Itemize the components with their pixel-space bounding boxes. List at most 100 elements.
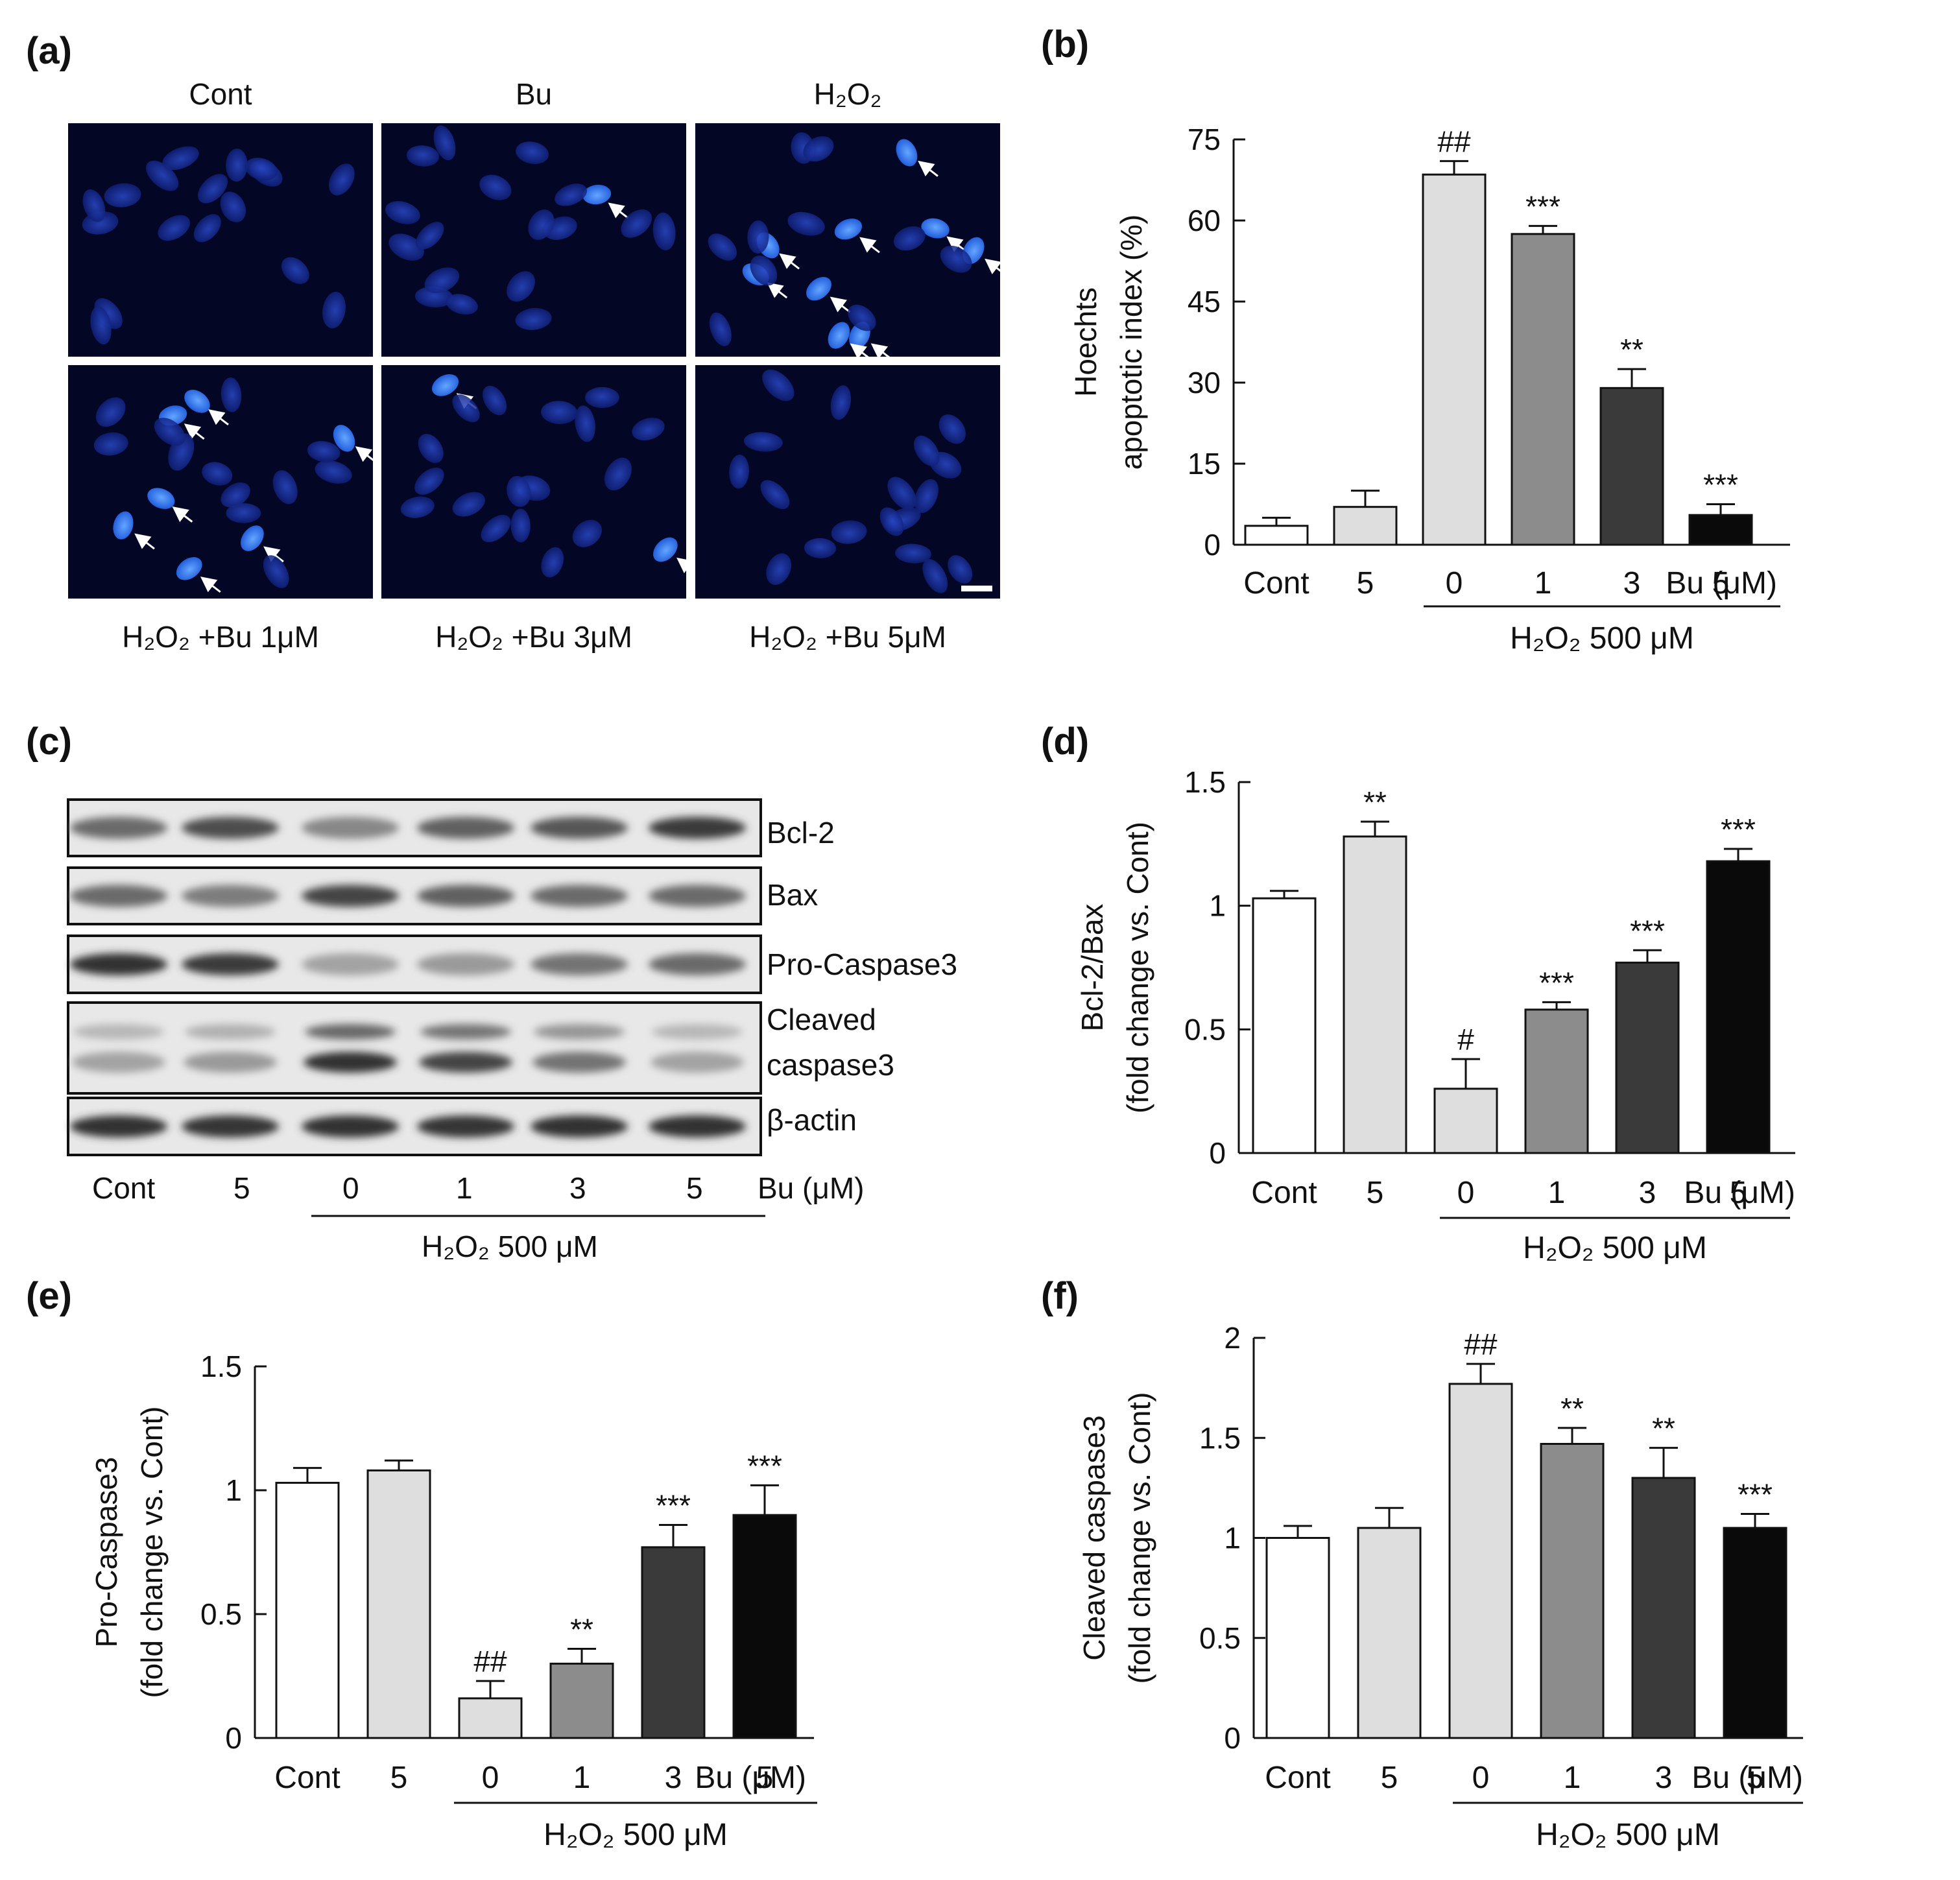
panel-label-d: (d)	[1041, 720, 1090, 763]
arrow-marker	[263, 546, 284, 563]
band-label-cleaved: Cleaved	[767, 1003, 876, 1036]
x-tick-label: 5	[1357, 566, 1374, 601]
nucleus	[510, 508, 531, 543]
nucleus	[95, 397, 126, 427]
nucleus	[541, 547, 564, 578]
micrograph-title-bu3: H₂O₂ +Bu 3μM	[435, 620, 632, 654]
nucleus	[406, 145, 440, 167]
micrograph-title-bu: Bu	[515, 77, 553, 111]
x-tick-label: 3	[1623, 566, 1641, 601]
arrow-marker	[870, 343, 892, 360]
nucleus	[400, 496, 435, 518]
blot-band	[531, 953, 628, 975]
nucleus	[446, 294, 478, 315]
blot-band	[305, 1024, 396, 1040]
nucleus	[281, 257, 309, 284]
nucleus	[750, 256, 778, 286]
blot-band	[419, 1052, 512, 1073]
y-tick-label: 1	[1224, 1521, 1241, 1555]
micrograph-title-bu1: H₂O₂ +Bu 1μM	[122, 620, 319, 654]
significance-label: **	[1652, 1412, 1675, 1446]
chart-e-plot: 0 0.5 1 1.5 Pro-Caspase3 (fold change vs. Con…	[90, 1350, 817, 1852]
bar	[1448, 1383, 1513, 1739]
arrow-marker	[830, 296, 851, 313]
x-tick-label: Cont	[1243, 566, 1309, 601]
blot-lane-label-5b: 5	[686, 1171, 703, 1205]
blot-band	[182, 816, 279, 839]
x-tick-label: 0	[1446, 566, 1463, 601]
blot-band	[417, 816, 514, 839]
bar	[1540, 1443, 1605, 1739]
nucleus	[93, 432, 128, 456]
micrograph-bu	[381, 123, 686, 357]
bar	[458, 1697, 523, 1739]
micrograph-h2o2-bu1	[68, 365, 376, 599]
blot-band	[534, 1024, 625, 1040]
y-tick-label: 45	[1188, 285, 1221, 318]
band-label-bactin: β-actin	[767, 1103, 857, 1137]
nucleus	[575, 405, 596, 442]
arrow-marker	[208, 409, 229, 426]
significance-label: ##	[473, 1645, 507, 1678]
blot-lane-label-1: 1	[456, 1171, 473, 1205]
blot-image	[67, 798, 765, 1217]
significance-label: ***	[1721, 813, 1756, 846]
x-tick-label: 0	[482, 1761, 499, 1795]
micrograph-h2o2-bu5	[695, 365, 1000, 599]
nucleus	[162, 146, 199, 171]
nucleus	[479, 174, 512, 200]
apoptotic-nucleus	[176, 557, 202, 580]
y-tick-label: 1.5	[1184, 765, 1226, 799]
bar	[1631, 1477, 1696, 1739]
y-tick-label: 0	[1224, 1721, 1241, 1755]
blot-band	[649, 816, 746, 839]
blot-band	[70, 885, 167, 907]
x-tick-label: 1	[1564, 1761, 1581, 1795]
panel-label-a: (a)	[26, 30, 72, 72]
y-tick-label: 1	[1209, 889, 1226, 923]
bar	[641, 1546, 706, 1739]
nucleus	[322, 291, 346, 329]
y-tick-label: 60	[1188, 204, 1221, 237]
unit-label: Bu (μM)	[695, 1761, 806, 1795]
blot-lane-label-0: 0	[342, 1171, 359, 1205]
band-label-bcl2: Bcl-2	[767, 816, 835, 850]
y-axis-label-line: (fold change vs. Cont)	[135, 1406, 169, 1698]
group-label: H₂O₂ 500 μM	[1536, 1818, 1720, 1852]
unit-label: Bu (μM)	[1684, 1176, 1795, 1210]
nucleus	[418, 434, 444, 463]
nucleus	[747, 220, 769, 254]
apoptotic-nucleus	[834, 219, 863, 240]
blot-band	[649, 953, 746, 975]
nucleus	[831, 520, 867, 544]
x-tick-label: 1	[1548, 1176, 1566, 1210]
significance-label: **	[1363, 785, 1387, 819]
scale-bar	[961, 586, 992, 591]
apoptotic-nucleus	[582, 184, 612, 205]
panel-label-c: (c)	[26, 720, 72, 763]
micrograph-title-cont: Cont	[189, 77, 252, 111]
blot-band	[531, 885, 628, 907]
nucleus	[263, 555, 289, 588]
blot-band	[73, 1024, 164, 1040]
x-tick-label: 5	[1712, 566, 1730, 601]
bar	[1524, 1008, 1589, 1154]
apoptotic-nucleus	[653, 537, 678, 562]
nucleus	[879, 507, 904, 536]
blot-band	[531, 816, 628, 839]
nucleus	[452, 394, 480, 423]
nucleus	[766, 553, 791, 585]
chart-d-plot: 0 0.5 1 1.5 Bcl-2/Bax (fold change vs. Cont) C…	[1075, 765, 1795, 1265]
y-axis-label-line: apoptotic index (%)	[1114, 215, 1148, 470]
blot-band	[420, 1024, 511, 1040]
nucleus	[221, 482, 250, 508]
nucleus	[729, 454, 749, 489]
nucleus	[803, 136, 834, 162]
bar	[1244, 525, 1309, 546]
y-tick-label: 75	[1188, 123, 1221, 156]
y-tick-label: 0	[1209, 1136, 1226, 1170]
blot-band	[70, 816, 167, 839]
blot-band	[182, 885, 279, 907]
nucleus	[388, 233, 424, 261]
band-label-bax: Bax	[767, 878, 819, 912]
